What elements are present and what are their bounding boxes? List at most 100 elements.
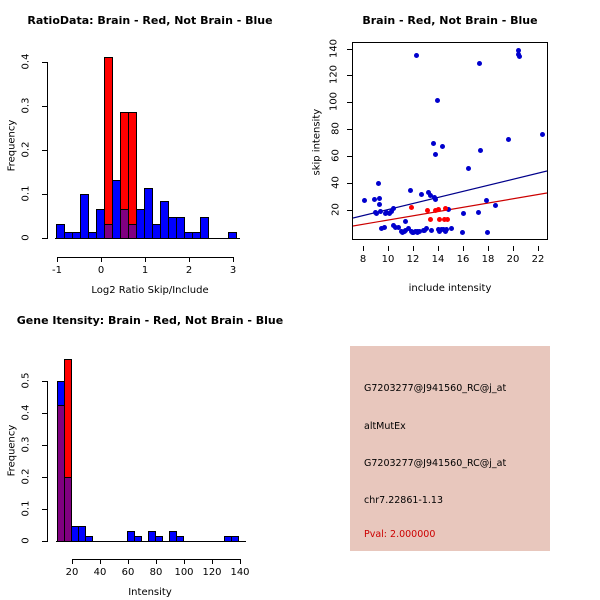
y-tick [42,445,47,446]
y-tick-label: 0.2 [20,468,32,485]
gene-info-box: G7203277@J941560_RC@j_at altMutEx G72032… [350,346,550,551]
x-tick-label: 0 [97,265,105,276]
scatter-point [444,227,449,232]
y-tick-label: 0.2 [20,141,32,158]
scatter-point [362,198,367,203]
scatter-point-brain [445,217,450,222]
scatter-point [377,196,382,201]
scatter-point [461,211,466,216]
scatter-point [408,188,413,193]
scatter-point [382,225,387,230]
y-tick-label: 0.3 [20,97,32,114]
x-tick [189,257,190,262]
y-tick [42,541,47,542]
scatter-point [389,209,394,214]
panel-scatter-plot: Brain - Red, Not Brain - Blue skip inten… [300,0,600,300]
y-tick [347,49,352,50]
hist-bar-overlap [64,477,72,542]
y-tick-label: 0.4 [20,53,32,70]
x-tick [101,257,102,262]
x-tick [145,257,146,262]
scatter-point [506,137,511,142]
x-tick-label: 40 [93,567,107,578]
y-tick-label: 0 [20,537,32,544]
hist-bar-blue [80,194,89,239]
scatter-point-brain [428,217,433,222]
info-pval: Pval: 2.000000 [364,529,436,540]
hist-bar-red [128,112,137,239]
hist-bar-overlap [128,224,137,239]
x-tick-label: 16 [456,254,470,265]
scatter-point [449,226,454,231]
ratio-histogram-y-axis [47,62,48,239]
hist-bar-blue [134,536,142,542]
x-tick-label: 22 [531,254,545,265]
y-tick-label: 140 [328,38,340,59]
panel-ratio-histogram: RatioData: Brain - Red, Not Brain - Blue… [0,0,300,300]
x-tick-label: 18 [481,254,495,265]
scatter-point [477,61,482,66]
gene-histogram-xlabel: Intensity [128,587,172,598]
y-tick [42,413,47,414]
y-tick-label: 0.3 [20,436,32,453]
scatter-point [372,197,377,202]
scatter-point [426,190,431,195]
scatter-point-brain [425,208,430,213]
info-probeset-id-secondary: G7203277@J941560_RC@j_at [364,458,507,469]
scatter-point [376,181,381,186]
y-tick [347,129,352,130]
x-tick [156,559,157,564]
scatter-point [403,228,408,233]
x-tick-label: 120 [202,567,222,578]
x-tick-label: 8 [359,254,367,265]
x-tick-label: 2 [185,265,193,276]
x-tick [538,246,539,251]
hist-bar-blue [231,536,239,542]
hist-bar-blue [155,536,163,542]
y-tick-label: 0 [20,234,32,241]
y-tick [42,150,47,151]
scatter-point [440,144,445,149]
hist-bar-overlap [104,224,113,239]
gene-histogram-ylabel: Frequency [6,424,18,477]
ratio-histogram-xlabel: Log2 Ratio Skip/Include [91,285,209,296]
x-tick-label: 3 [229,265,237,276]
info-event-type: altMutEx [364,421,406,432]
x-tick-label: 80 [149,567,163,578]
scatter-point [435,98,440,103]
x-tick [438,246,439,251]
y-tick [347,102,352,103]
scatter-point [484,198,489,203]
y-tick-label: 120 [328,64,340,85]
scatter-point-brain [437,217,442,222]
ratio-histogram-ylabel: Frequency [6,119,18,172]
x-tick-label: -1 [52,265,62,276]
scatter-point [431,141,436,146]
scatter-point [374,211,379,216]
scatter-point [460,230,465,235]
info-genomic-location: chr7.22861-1.13 [364,495,444,506]
scatter-point [419,192,424,197]
x-tick [240,559,241,564]
y-tick [42,194,47,195]
scatter-point [446,207,451,212]
x-tick [100,559,101,564]
y-tick-label: 40 [330,176,342,189]
scatter-point [379,226,384,231]
scatter-point [429,228,434,233]
scatter-point [424,226,429,231]
x-tick-label: 12 [406,254,420,265]
y-tick [42,238,47,239]
scatter-point [417,229,422,234]
scatter-point [377,202,382,207]
scatter-point [493,203,498,208]
panel-gene-intensity-histogram: Gene Itensity: Brain - Red, Not Brain - … [0,300,300,600]
y-tick [42,106,47,107]
scatter-point [378,209,383,214]
hist-bar-red [104,57,113,239]
scatter-xlabel: include intensity [408,283,492,294]
y-tick-label: 60 [330,149,342,162]
x-tick [212,559,213,564]
x-tick-label: 60 [121,567,135,578]
